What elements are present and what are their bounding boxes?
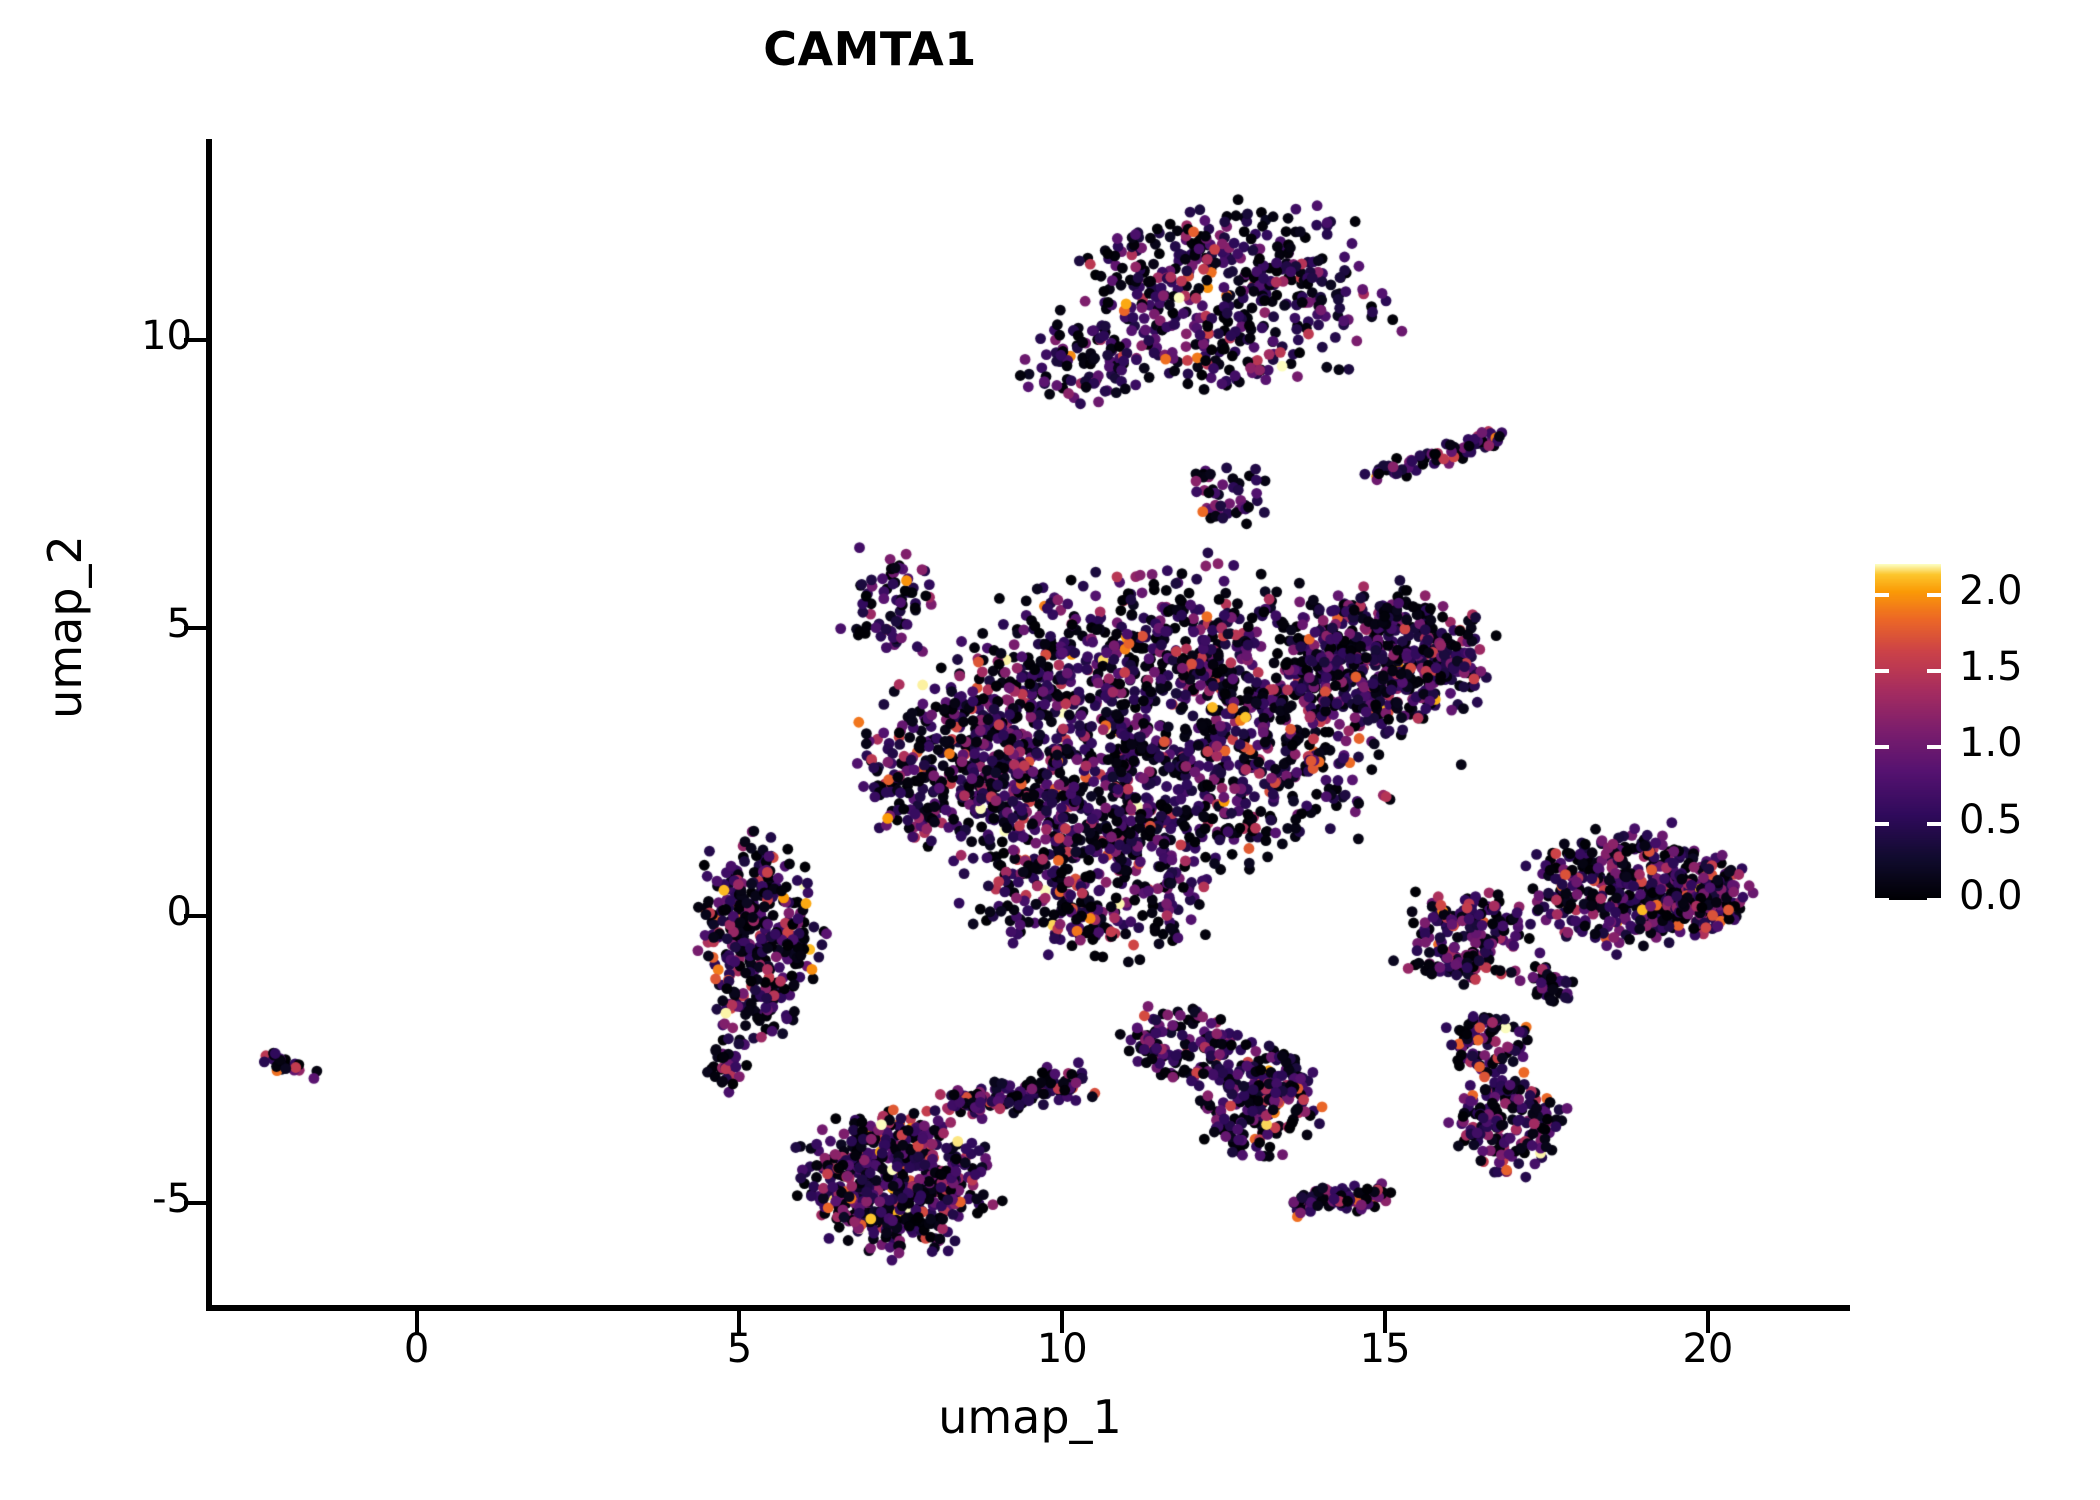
scatter-canvas: [210, 139, 1850, 1307]
y-tick-label: 10: [141, 313, 192, 360]
x-tick-label: 5: [726, 1326, 753, 1372]
y-axis-line: [206, 139, 212, 1311]
x-tick-label: 10: [1036, 1326, 1088, 1372]
colorbar-tick-mark: [1927, 821, 1941, 826]
colorbar-tick-mark: [1875, 668, 1889, 673]
colorbar-tick-mark: [1927, 592, 1941, 597]
y-tick-mark: [184, 626, 206, 631]
colorbar-tick-label: 1.0: [1959, 720, 2023, 767]
colorbar-tick-mark: [1875, 821, 1889, 826]
y-tick-mark: [184, 338, 206, 343]
x-tick-mark: [1705, 1311, 1710, 1333]
x-axis-line: [206, 1305, 1850, 1311]
page-title: CAMTA1: [763, 22, 977, 76]
x-tick-mark: [737, 1311, 742, 1333]
colorbar-tick-mark: [1927, 745, 1941, 750]
y-tick-mark: [184, 913, 206, 918]
x-tick-mark: [1060, 1311, 1065, 1333]
y-tick-label: 0: [166, 888, 192, 935]
colorbar-tick-mark: [1875, 592, 1889, 597]
colorbar-tick-label: 0.0: [1959, 873, 2023, 919]
y-tick-mark: [184, 1201, 206, 1206]
y-axis-title: umap_2: [38, 535, 92, 719]
x-tick-mark: [1383, 1311, 1388, 1333]
x-tick-label: 0: [403, 1326, 430, 1372]
colorbar-tick-mark: [1927, 668, 1941, 673]
x-axis-title: umap_1: [938, 1390, 1122, 1444]
x-tick-mark: [414, 1311, 419, 1333]
y-tick-label: 5: [166, 601, 192, 648]
colorbar-tick-mark: [1875, 898, 1889, 902]
scatter-plot-area: [210, 139, 1850, 1307]
colorbar-legend: 2.0 1.5 1.0 0.5 0.0: [1875, 564, 2075, 919]
colorbar-tick-mark: [1927, 898, 1941, 902]
colorbar-tick-label: 1.5: [1959, 643, 2023, 690]
x-tick-label: 15: [1359, 1326, 1411, 1372]
y-tick-label: -5: [152, 1176, 192, 1223]
x-tick-label: 20: [1682, 1326, 1734, 1372]
colorbar-tick-label: 2.0: [1959, 567, 2023, 614]
colorbar-gradient: [1875, 564, 1941, 900]
colorbar-tick-mark: [1875, 745, 1889, 750]
colorbar-tick-label: 0.5: [1959, 796, 2023, 843]
